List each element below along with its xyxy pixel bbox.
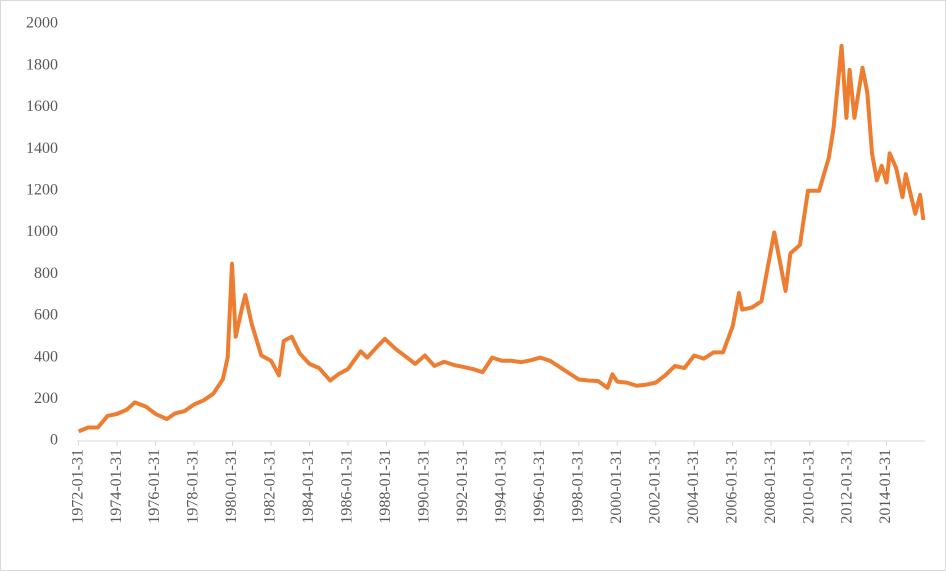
x-tick-label: 2004-01-31	[685, 449, 702, 524]
y-tick-label: 200	[34, 390, 58, 407]
y-tick-label: 1000	[26, 223, 58, 240]
y-tick-label: 800	[34, 265, 58, 282]
x-tick-label: 1976-01-31	[146, 449, 163, 524]
x-tick-label: 1972-01-31	[69, 449, 86, 524]
x-tick-label: 1984-01-31	[300, 449, 317, 524]
x-tick-label: 1990-01-31	[416, 449, 433, 524]
price-line	[77, 43, 926, 434]
y-tick-label: 2000	[26, 15, 58, 32]
y-tick-label: 1600	[26, 98, 58, 115]
x-tick-label: 1994-01-31	[493, 449, 510, 524]
x-tick-label: 2014-01-31	[877, 449, 894, 524]
y-tick-label: 600	[34, 307, 58, 324]
x-tick-label: 1982-01-31	[262, 449, 279, 524]
x-tick-label: 1986-01-31	[339, 449, 356, 524]
x-tick-label: 1980-01-31	[223, 449, 240, 524]
x-tick-label: 1996-01-31	[531, 449, 548, 524]
x-tick-label: 1988-01-31	[377, 449, 394, 524]
y-tick-label: 400	[34, 348, 58, 365]
x-tick-label: 2012-01-31	[839, 449, 856, 524]
x-tick-label: 2010-01-31	[800, 449, 817, 524]
y-tick-label: 1800	[26, 56, 58, 73]
x-tick-label: 1978-01-31	[185, 449, 202, 524]
x-tick-label: 2000-01-31	[608, 449, 625, 524]
x-tick-label: 2008-01-31	[762, 449, 779, 524]
y-tick-label: 1200	[26, 181, 58, 198]
x-tick-label: 1992-01-31	[454, 449, 471, 524]
x-tick-label: 1974-01-31	[108, 449, 125, 524]
y-tick-label: 0	[50, 432, 58, 449]
x-tick-label: 2006-01-31	[723, 449, 740, 524]
x-tick-label: 2002-01-31	[646, 449, 663, 524]
y-tick-label: 1400	[26, 140, 58, 157]
x-tick-label: 1998-01-31	[569, 449, 586, 524]
